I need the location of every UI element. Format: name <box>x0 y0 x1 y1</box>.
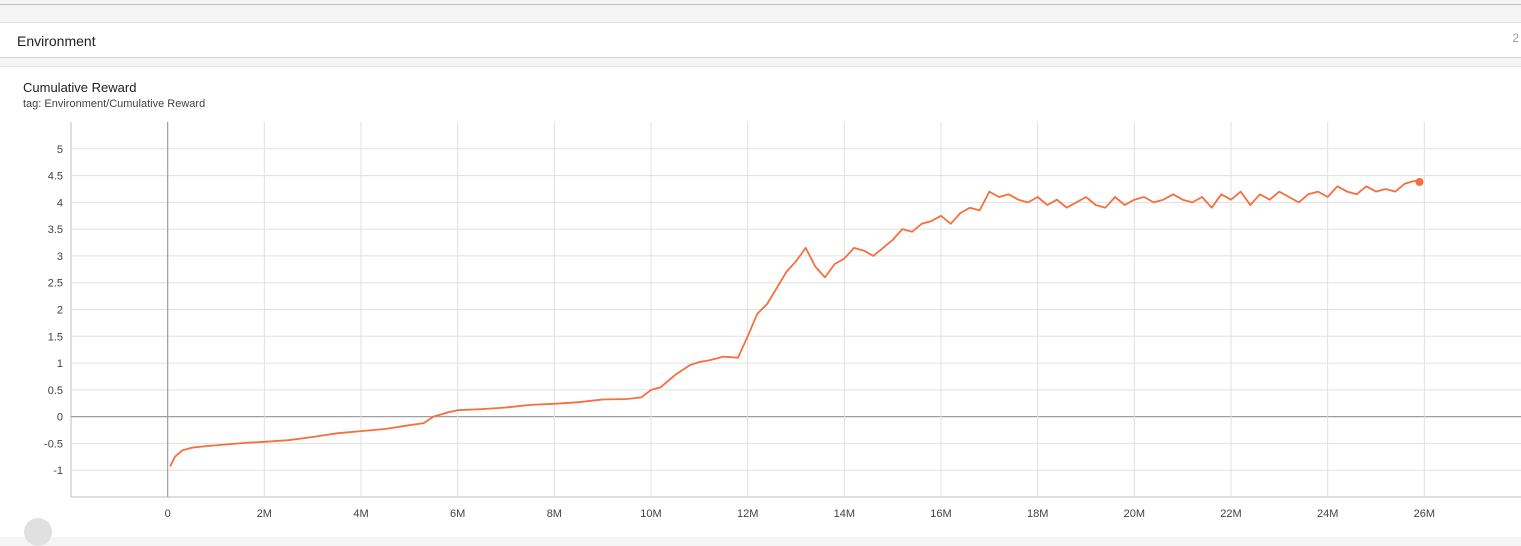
y-tick-label: 5 <box>57 144 63 156</box>
y-tick-label: -0.5 <box>44 438 63 450</box>
x-tick-label: 26M <box>1414 508 1435 520</box>
x-tick-label: 24M <box>1317 508 1338 520</box>
x-tick-label: 4M <box>353 508 368 520</box>
x-tick-label: 20M <box>1124 508 1145 520</box>
x-tick-label: 12M <box>737 508 758 520</box>
x-tick-label: 10M <box>640 508 661 520</box>
chart-tag: tag: Environment/Cumulative Reward <box>23 98 206 110</box>
section-header[interactable]: Environment 2 <box>0 22 1521 58</box>
chart-card: Cumulative Reward tag: Environment/Cumul… <box>0 66 1521 537</box>
x-tick-label: 6M <box>450 508 465 520</box>
y-tick-label: 1.5 <box>48 331 63 343</box>
y-tick-label: 2 <box>57 305 63 317</box>
x-tick-label: 22M <box>1220 508 1241 520</box>
y-tick-label: 1 <box>57 358 63 370</box>
chart-title: Cumulative Reward <box>23 80 137 95</box>
section-title: Environment <box>17 33 96 49</box>
y-tick-label: 2.5 <box>48 278 63 290</box>
y-tick-label: 3.5 <box>48 224 63 236</box>
series-end-point <box>1415 178 1424 186</box>
y-tick-label: 3 <box>57 251 63 263</box>
x-tick-label: 0 <box>165 508 171 520</box>
section-count-badge: 2 <box>1512 31 1519 45</box>
expand-chart-button[interactable] <box>24 518 52 546</box>
x-tick-label: 14M <box>834 508 855 520</box>
x-tick-label: 8M <box>547 508 562 520</box>
x-tick-label: 18M <box>1027 508 1048 520</box>
y-tick-label: 0.5 <box>48 385 63 397</box>
y-tick-label: 0 <box>57 412 63 424</box>
series-line <box>169 179 1420 467</box>
cumulative-reward-chart[interactable]: -1 -0.5 0 0.5 1 1.5 2 2.5 3 3.5 4 4.5 5 0 2M 4M 6M 8M 10M 1… <box>0 0 1521 527</box>
y-tick-label: 4.5 <box>48 171 63 183</box>
top-divider <box>0 4 1521 5</box>
x-tick-label: 16M <box>930 508 951 520</box>
y-tick-label: -1 <box>53 465 63 477</box>
x-tick-label: 2M <box>257 508 272 520</box>
y-tick-label: 4 <box>57 197 63 209</box>
